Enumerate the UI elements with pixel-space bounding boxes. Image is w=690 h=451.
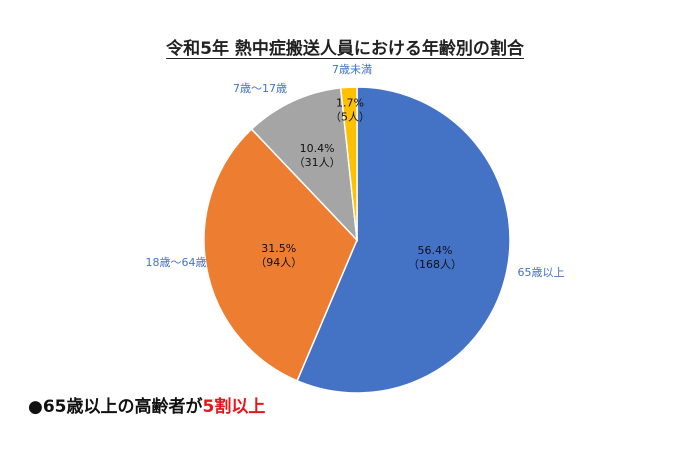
footnote-bullet: ● [28,397,43,417]
footnote: ●65歳以上の高齢者が5割以上 [28,392,265,417]
slice-category-label: 18歳～64歳 [146,256,207,269]
slice-percent: 56.4% [417,244,452,257]
slice-percent: 10.4% [300,142,335,155]
slice-value-label: 1.7%（5人） [330,97,370,124]
category-labels: 65歳以上 18歳～64歳 7歳～17歳 7歳未満 [146,63,565,279]
slice-value-label: 56.4%（168人） [408,244,462,271]
slice-count: （168人） [408,258,462,271]
chart-title: 令和5年 熱中症搬送人員における年齢別の割合 [166,39,524,59]
slice-count: （94人） [255,256,302,269]
pie-slice [339,86,358,241]
pie-slice [203,128,358,382]
slice-category-label: 65歳以上 [518,266,565,279]
slice-value-label: 31.5%（94人） [255,242,302,269]
slice-percent: 1.7% [336,97,364,110]
pie-slices [203,86,511,394]
pie-slice [296,86,511,394]
slice-category-label: 7歳未満 [332,63,372,76]
slice-value-label: 10.4%（31人） [294,142,341,169]
slice-count: （5人） [330,111,370,124]
value-labels: 56.4%（168人） 31.5%（94人） 10.4%（31人） 1.7%（5人） [255,97,462,271]
slice-category-label: 7歳～17歳 [233,82,287,95]
slice-count: （31人） [294,156,341,169]
slice-percent: 31.5% [261,242,296,255]
pie-slice [250,87,358,243]
footnote-highlight: 5割以上 [202,397,266,417]
footnote-text: 65歳以上の高齢者が [42,397,203,417]
